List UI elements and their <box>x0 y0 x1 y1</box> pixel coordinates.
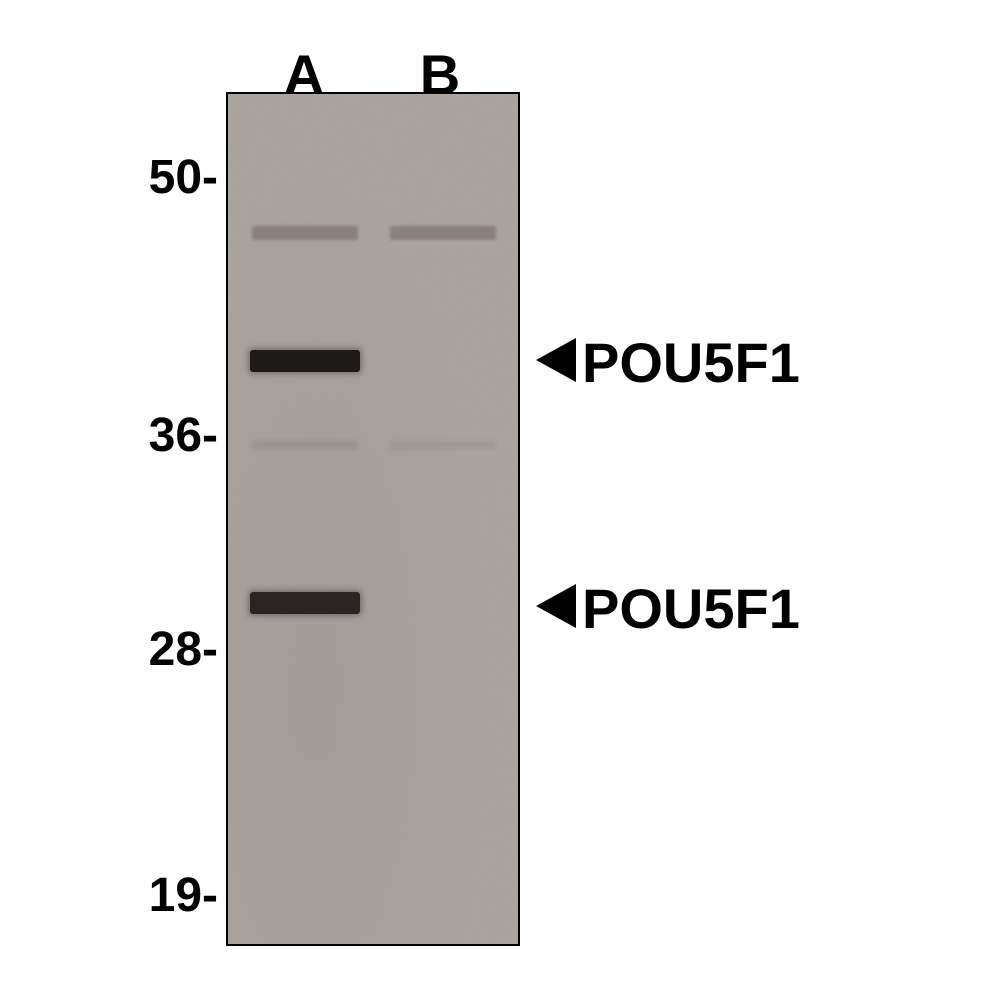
lane-label-b: B <box>410 42 470 107</box>
blot-band <box>250 350 360 372</box>
blot-faint-band <box>390 226 496 240</box>
blot-faint-band <box>252 226 358 240</box>
marker-label: 28- <box>149 622 218 677</box>
lane-label-a: A <box>274 42 334 107</box>
figure-canvas: A B 50- 36- 28- 19- POU5F1 POU5F1 <box>0 0 1000 1000</box>
band-pointer-label: POU5F1 <box>536 330 800 395</box>
arrow-left-icon <box>536 576 576 641</box>
marker-label: 50- <box>149 150 218 205</box>
blot-noise-overlay <box>228 94 518 944</box>
band-pointer-label: POU5F1 <box>536 576 800 641</box>
blot-band <box>250 592 360 614</box>
blot-membrane <box>226 92 520 946</box>
band-pointer-text: POU5F1 <box>582 576 800 641</box>
arrow-left-icon <box>536 330 576 395</box>
blot-faint-band <box>390 440 496 450</box>
marker-label: 19- <box>149 868 218 923</box>
blot-faint-band <box>252 440 358 450</box>
marker-label: 36- <box>149 408 218 463</box>
band-pointer-text: POU5F1 <box>582 330 800 395</box>
